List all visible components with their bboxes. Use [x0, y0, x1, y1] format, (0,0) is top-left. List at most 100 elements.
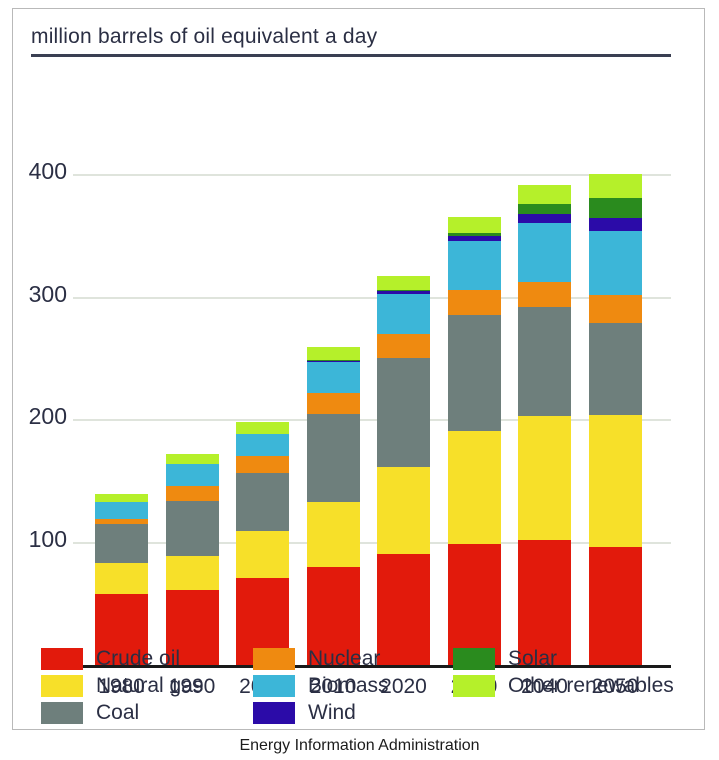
bar-segment-2010-natural-gas: [306, 502, 360, 567]
bar-segment-2050-natural-gas: [588, 415, 642, 548]
ytick-label-400: 400: [28, 158, 67, 184]
bar-segment-2030-nuclear: [447, 290, 501, 315]
legend-swatch-icon: [453, 675, 495, 697]
bar-segment-2050-biomass: [588, 231, 642, 296]
bar-segment-2000-biomass: [236, 433, 289, 456]
bar-segment-2040-nuclear: [518, 281, 571, 308]
bar-segment-2030-wind: [447, 236, 501, 242]
title-divider: [31, 54, 671, 57]
bar-2020[interactable]: [377, 87, 430, 665]
bar-2010[interactable]: [306, 87, 360, 665]
bar-segment-1990-coal: [165, 500, 219, 556]
plot-area: 0100200300400 19801990200020102020203020…: [29, 87, 671, 698]
legend-label: Coal: [96, 701, 140, 724]
bar-segment-2020-biomass: [377, 293, 430, 335]
bar-segment-1980-other-renewables: [95, 493, 148, 503]
bar-segment-2030-solar: [447, 232, 501, 237]
bar-segment-2020-nuclear: [377, 334, 430, 358]
xtick-label-2050: 2050: [591, 675, 639, 698]
bar-2000[interactable]: [236, 87, 289, 665]
bar-segment-2040-solar: [518, 204, 571, 215]
bar-segment-1990-crude-oil: [165, 590, 219, 665]
bar-segment-2030-other-renewables: [447, 216, 501, 233]
bar-segment-2040-crude-oil: [518, 540, 571, 665]
bar-segment-2010-other-renewables: [306, 346, 360, 361]
legend-swatch-icon: [253, 675, 295, 697]
chart-title: million barrels of oil equivalent a day: [31, 25, 378, 48]
bar-segment-2000-nuclear: [236, 455, 289, 473]
legend-item-nuclear[interactable]: Nuclear: [253, 647, 380, 671]
legend-swatch-icon: [253, 702, 295, 724]
bar-segment-2010-biomass: [306, 362, 360, 394]
xtick-label-2020: 2020: [380, 675, 427, 698]
legend-label: Natural gas: [96, 674, 204, 697]
bar-segment-2020-wind: [377, 291, 430, 294]
bar-segment-2030-biomass: [447, 241, 501, 291]
bar-segment-2050-wind: [588, 217, 642, 232]
bar-segment-2040-other-renewables: [518, 184, 571, 205]
bar-2050[interactable]: [588, 87, 642, 665]
bar-segment-1990-biomass: [165, 464, 219, 487]
legend-item-coal[interactable]: Coal: [41, 701, 139, 725]
bar-segment-1980-crude-oil: [95, 593, 148, 665]
bar-segment-2010-crude-oil: [306, 567, 360, 665]
legend-swatch-icon: [453, 648, 495, 670]
bar-segment-2000-other-renewables: [236, 422, 289, 434]
bar-segment-2020-natural-gas: [377, 466, 430, 554]
gridline-300: [73, 296, 671, 299]
legend-label: Other renewables: [508, 674, 674, 697]
bar-segment-1980-nuclear: [95, 519, 148, 525]
bar-segment-1980-natural-gas: [95, 563, 148, 594]
gridline-100: [73, 541, 671, 544]
bar-1990[interactable]: [165, 87, 219, 665]
legend-swatch-icon: [41, 675, 83, 697]
bar-segment-2050-crude-oil: [588, 547, 642, 665]
bar-segment-2010-nuclear: [306, 393, 360, 414]
bar-2030[interactable]: [447, 87, 501, 665]
bar-segment-2040-wind: [518, 214, 571, 223]
legend-label: Biomass: [308, 674, 389, 697]
bar-segment-1990-natural-gas: [165, 555, 219, 591]
bar-segment-2010-coal: [306, 413, 360, 503]
bar-segment-2020-other-renewables: [377, 275, 430, 291]
xtick-label-2010: 2010: [309, 675, 357, 698]
legend-item-other-renewables[interactable]: Other renewables: [453, 674, 674, 698]
bar-segment-2050-solar: [588, 198, 642, 218]
legend-swatch-icon: [41, 702, 83, 724]
xtick-label-1980: 1980: [98, 675, 145, 698]
xtick-label-1990: 1990: [168, 675, 216, 698]
bar-segment-2000-coal: [236, 472, 289, 532]
bar-segment-1980-coal: [95, 524, 148, 564]
chart-figure: million barrels of oil equivalent a day …: [12, 8, 705, 730]
ytick-label-200: 200: [28, 403, 67, 429]
legend-label: Nuclear: [308, 647, 381, 670]
legend-label: Crude oil: [96, 647, 181, 670]
bar-segment-2040-natural-gas: [518, 416, 571, 541]
legend-item-crude-oil[interactable]: Crude oil: [41, 647, 180, 671]
bar-segment-1990-nuclear: [165, 486, 219, 501]
chart-legend: Crude oil Natural gas Coal Nuclear Biomass Wi…: [41, 647, 681, 725]
ytick-label-100: 100: [28, 525, 67, 552]
bar-segment-2040-biomass: [518, 222, 571, 282]
legend-item-wind[interactable]: Wind: [253, 701, 356, 725]
bar-1980[interactable]: [95, 87, 148, 665]
legend-item-natural-gas[interactable]: Natural gas: [41, 674, 203, 698]
gridline-200: [73, 419, 671, 421]
bar-segment-1980-biomass: [95, 502, 148, 520]
legend-swatch-icon: [41, 648, 83, 670]
legend-item-biomass[interactable]: Biomass: [253, 674, 389, 698]
xtick-label-2040: 2040: [521, 675, 568, 698]
bar-segment-2030-crude-oil: [447, 543, 501, 665]
legend-label: Solar: [508, 647, 558, 670]
x-axis-line: [73, 665, 671, 668]
bar-segment-2010-solar: [306, 360, 360, 362]
bar-segment-2050-nuclear: [588, 295, 642, 324]
bar-2040[interactable]: [518, 87, 571, 665]
legend-item-solar[interactable]: Solar: [453, 647, 557, 671]
bar-segment-2050-coal: [588, 323, 642, 416]
legend-label: Wind: [308, 701, 356, 724]
source-attribution: Energy Information Administration: [239, 737, 480, 754]
gridline-400: [73, 174, 671, 176]
legend-swatch-icon: [253, 648, 295, 670]
bar-segment-2050-other-renewables: [588, 173, 642, 199]
